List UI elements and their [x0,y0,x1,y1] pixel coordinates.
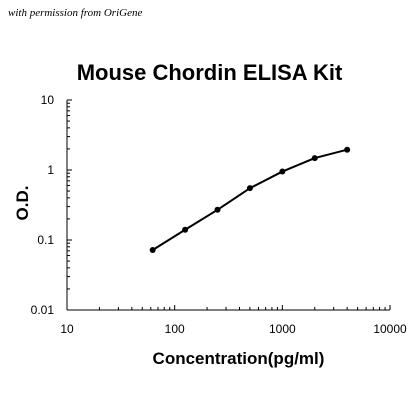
data-point [279,168,286,175]
y-tick-label: 10 [41,93,55,107]
data-point [214,206,221,213]
data-point [311,155,318,162]
series-line [152,148,348,251]
data-point [344,146,351,153]
x-tick-label: 10 [60,322,74,336]
data-point [149,246,156,253]
x-tick-label: 100 [165,322,185,336]
tick-labels: 10 100 1000 10000 0.01 0.1 1 10 [31,93,407,336]
watermark-text: with permission from OriGene [8,7,143,19]
axes [66,100,390,311]
data-point [182,226,189,233]
data-point [246,185,253,192]
y-tick-label: 0.1 [37,233,54,247]
y-tick-label: 1 [47,163,54,177]
data-series [149,146,351,253]
x-tick-label: 1000 [269,322,296,336]
chart-title: Mouse Chordin ELISA Kit [76,60,343,85]
tick-marks [66,99,391,311]
y-axis-title: O.D. [13,186,32,221]
x-tick-label: 10000 [373,322,407,336]
y-tick-label: 0.01 [31,303,55,317]
x-axis-title: Concentration(pg/ml) [153,349,325,368]
